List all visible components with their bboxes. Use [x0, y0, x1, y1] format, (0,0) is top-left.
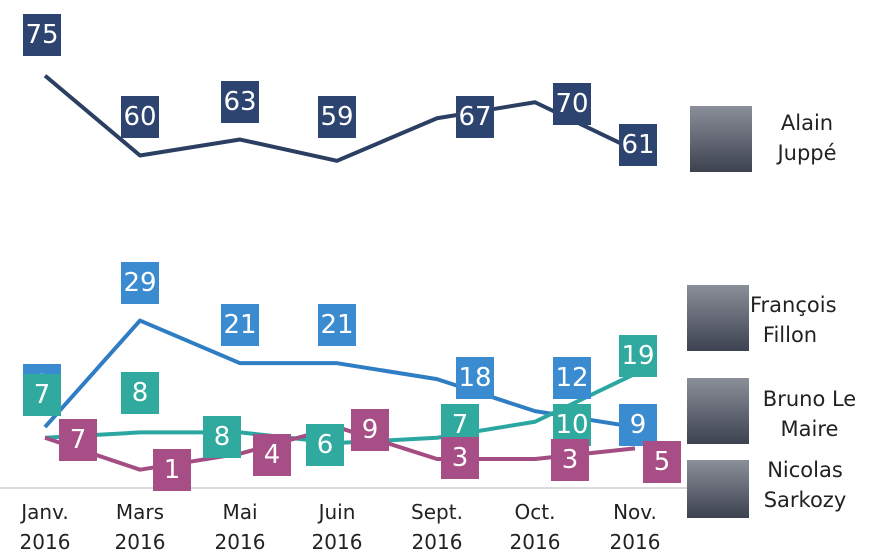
photo — [690, 106, 752, 172]
legend-label: François Fillon — [750, 293, 837, 347]
x-tick-label: Janv. 2016 — [19, 500, 71, 554]
legend-label: Nicolas Sarkozy — [763, 458, 847, 512]
data-label: 3 — [441, 437, 479, 479]
data-label: 6 — [306, 424, 344, 466]
data-label: 4 — [253, 434, 291, 476]
data-label: 19 — [619, 335, 657, 377]
data-label: 60 — [121, 96, 159, 138]
photo — [687, 460, 749, 518]
data-label: 70 — [553, 83, 591, 125]
photo — [687, 378, 749, 444]
legend-label: Alain Juppé — [777, 111, 837, 165]
data-label: 3 — [551, 439, 589, 481]
data-label: 21 — [318, 304, 356, 346]
x-tick-label: Oct. 2016 — [509, 500, 561, 554]
photo — [687, 285, 749, 351]
data-label: 18 — [456, 357, 494, 399]
data-label: 8 — [203, 416, 241, 458]
line — [43, 74, 636, 163]
data-label: 29 — [121, 262, 159, 304]
data-label: 61 — [619, 124, 657, 166]
data-label: 5 — [643, 441, 681, 483]
data-label: 9 — [351, 409, 389, 451]
data-label: 59 — [318, 96, 356, 138]
x-tick-label: Sept. 2016 — [411, 500, 463, 554]
line — [43, 318, 636, 430]
data-label: 21 — [221, 304, 259, 346]
data-label: 1 — [153, 449, 191, 491]
data-label: 7 — [59, 419, 97, 461]
data-label: 8 — [121, 372, 159, 414]
data-label: 12 — [553, 357, 591, 399]
data-label: 9 — [619, 404, 657, 446]
x-tick-label: Nov. 2016 — [609, 500, 661, 554]
x-tick-label: Mai 2016 — [214, 500, 266, 554]
x-tick-label: Mars 2016 — [114, 500, 166, 554]
data-label: 63 — [221, 81, 259, 123]
data-label: 75 — [23, 14, 61, 56]
data-label: 7 — [23, 374, 61, 416]
x-tick-label: Juin 2016 — [311, 500, 363, 554]
data-label: 67 — [456, 96, 494, 138]
legend-label: Bruno Le Maire — [762, 387, 857, 441]
